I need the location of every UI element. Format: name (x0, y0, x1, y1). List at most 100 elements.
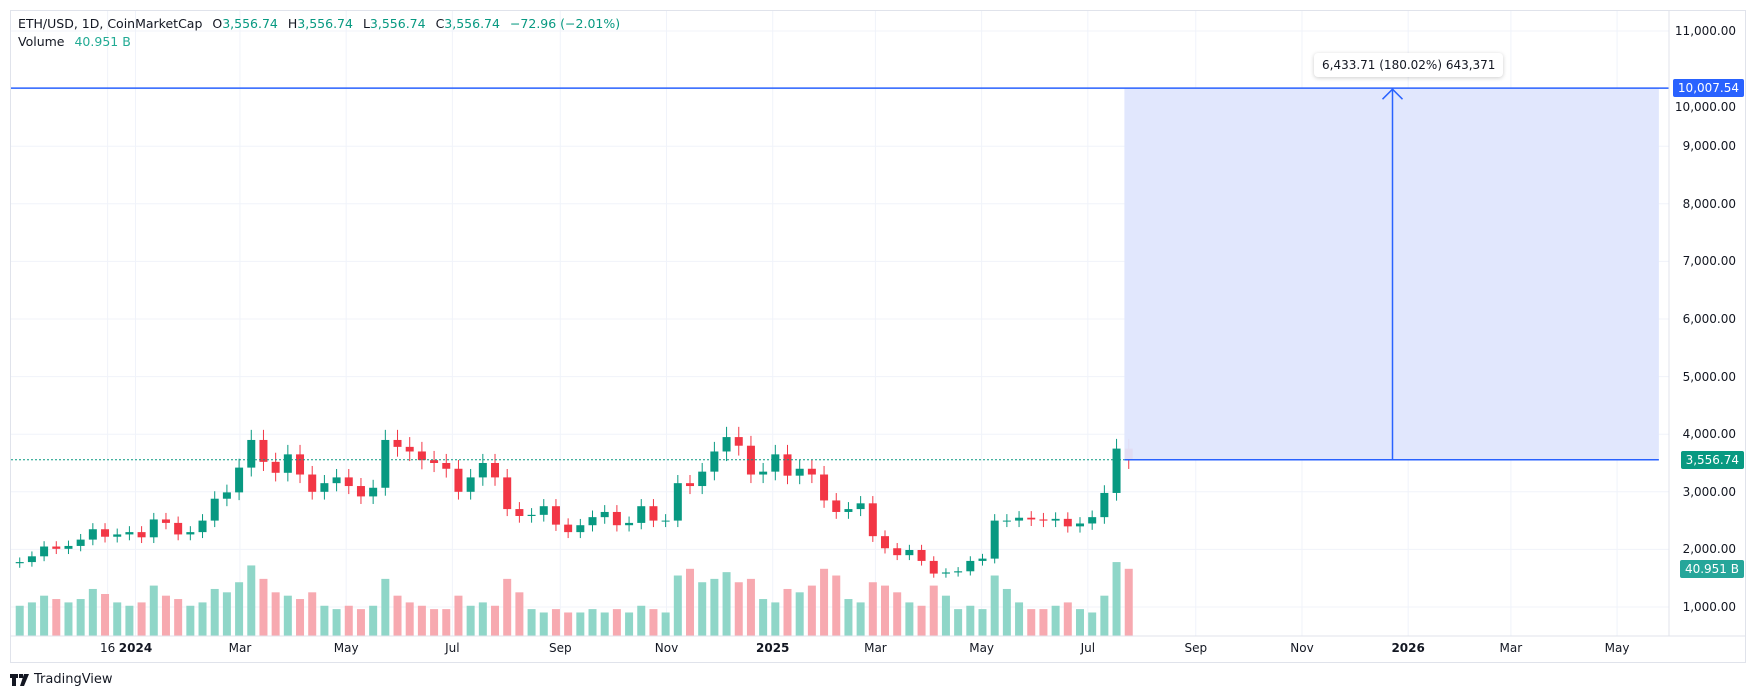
volume-bar (966, 605, 975, 636)
volume-bar (247, 565, 256, 636)
volume-bar (381, 578, 390, 636)
candle-body (649, 506, 658, 521)
candle-body (405, 446, 414, 452)
candle-body (1027, 517, 1036, 520)
volume-bar (478, 602, 487, 636)
volume-bar (1088, 612, 1097, 636)
volume-bar (271, 592, 280, 636)
candle-body (1039, 519, 1048, 521)
candle-body (612, 511, 621, 526)
high-value: 3,556.74 (297, 16, 353, 31)
candle-body (564, 524, 573, 533)
candle-body (807, 468, 816, 475)
candle-body (356, 486, 365, 497)
volume-bar (539, 612, 548, 636)
volume-bar (332, 609, 341, 636)
volume-bar (1112, 562, 1121, 636)
volume-bar (1051, 605, 1060, 636)
time-tick: Mar (864, 641, 887, 655)
candle-body (491, 463, 500, 478)
candle-body (844, 509, 853, 512)
last-price-tag: 3,556.74 (1680, 450, 1744, 469)
candle-body (417, 451, 426, 461)
candle-body (783, 454, 792, 476)
candle-body (259, 439, 268, 462)
volume-bar (746, 578, 755, 636)
symbol-title[interactable]: ETH/USD, 1D, CoinMarketCap (18, 16, 203, 31)
candle-body (430, 460, 439, 463)
price-tick: 9,000.00 (1682, 139, 1736, 154)
volume-bar (795, 592, 804, 636)
volume-bar (454, 595, 463, 636)
volume-value: 40.951 B (74, 34, 131, 49)
candle-body (527, 514, 536, 516)
time-tick: Sep (1184, 641, 1208, 655)
volume-bar (978, 609, 987, 636)
volume-bar (113, 602, 122, 636)
candle-body (454, 468, 463, 492)
time-tick: Mar (1499, 641, 1523, 655)
candle-body (442, 463, 451, 469)
time-tick: May (969, 641, 995, 655)
volume-bar (734, 582, 743, 636)
volume-label[interactable]: Volume (18, 34, 65, 49)
candle-body (941, 572, 950, 574)
volume-bar (820, 568, 829, 636)
volume-bar (1015, 602, 1024, 636)
candle-body (27, 556, 36, 563)
candle-body (905, 549, 914, 556)
volume-bar (905, 602, 914, 636)
candle-body (722, 437, 731, 452)
candle-body (1088, 517, 1097, 524)
volume-bar (1124, 568, 1133, 636)
candle-body (820, 474, 829, 501)
candle-body (1112, 448, 1121, 493)
volume-bar (40, 595, 49, 636)
volume-bar (722, 572, 731, 636)
candle-body (88, 529, 97, 540)
candle-body (64, 545, 73, 549)
candle-body (746, 445, 755, 475)
candle-body (174, 522, 183, 535)
candle-body (1075, 523, 1084, 527)
volume-bar (308, 592, 317, 636)
volume-bar (600, 612, 609, 636)
volume-bar (686, 568, 695, 636)
volume-bar (393, 595, 402, 636)
tradingview-logo[interactable]: TradingView (10, 672, 113, 687)
volume-bar (893, 592, 902, 636)
candle-body (588, 517, 597, 526)
candle-body (113, 534, 122, 537)
price-tick: 5,000.00 (1682, 369, 1736, 384)
candle-body (381, 439, 390, 488)
time-tick: Sep (548, 641, 572, 655)
volume-bar (612, 609, 621, 636)
volume-bar (807, 585, 816, 636)
candle-body (271, 461, 280, 473)
volume-bar (356, 609, 365, 636)
volume-bar (210, 588, 219, 636)
volume-bar (137, 602, 146, 636)
volume-bar (149, 585, 158, 636)
volume-bar (917, 605, 926, 636)
candle-body (759, 471, 768, 475)
candle-body (868, 503, 877, 537)
volume-bar (186, 605, 195, 636)
candle-body (795, 468, 804, 476)
candle-body (283, 454, 292, 473)
time-tick: Jul (445, 641, 460, 655)
price-tick: 8,000.00 (1682, 196, 1736, 211)
volume-bar (759, 599, 768, 636)
candle-body (15, 562, 24, 564)
volume-bar (369, 605, 378, 636)
candle-body (393, 439, 402, 447)
volume-bar (551, 609, 560, 636)
candle-body (929, 560, 938, 574)
time-tick: May (333, 641, 359, 655)
candles (11, 426, 1133, 578)
volume-bar (1027, 609, 1036, 636)
measure-tool (11, 87, 1669, 461)
candle-body (600, 511, 609, 518)
volume-bar (868, 582, 877, 636)
